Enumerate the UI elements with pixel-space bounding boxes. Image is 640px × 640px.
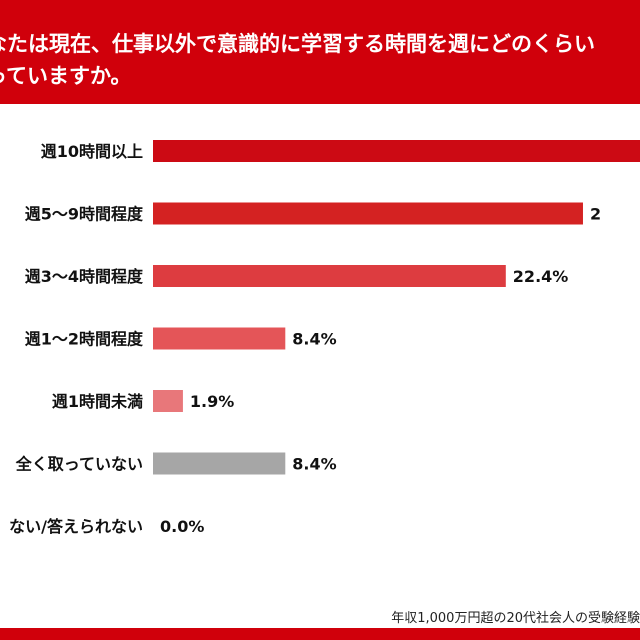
question-header: なたは現在、仕事以外で意識的に学習する時間を週にどのくらい っていますか。 bbox=[0, 0, 640, 104]
bar bbox=[153, 265, 506, 287]
value-label: 1.9% bbox=[190, 392, 234, 411]
value-label: 0.0% bbox=[160, 517, 204, 536]
value-label: 8.4% bbox=[292, 455, 336, 474]
bar bbox=[153, 452, 286, 475]
category-label: 全く取っていない bbox=[15, 455, 143, 474]
bar bbox=[153, 140, 640, 162]
question-title: なたは現在、仕事以外で意識的に学習する時間を週にどのくらい っていますか。 bbox=[0, 28, 640, 92]
question-title-line-1: なたは現在、仕事以外で意識的に学習する時間を週にどのくらい bbox=[0, 32, 595, 56]
category-label: ない/答えられない bbox=[9, 517, 143, 536]
bar bbox=[153, 202, 583, 225]
bar bbox=[153, 390, 183, 412]
source-footnote: 年収1,000万円超の20代社会人の受験経験に関 bbox=[391, 611, 640, 626]
category-label: 週1〜2時間程度 bbox=[25, 330, 144, 349]
value-label: 8.4% bbox=[292, 330, 336, 349]
category-label: 週5〜9時間程度 bbox=[25, 205, 144, 224]
question-title-line-2: っていますか。 bbox=[0, 64, 132, 88]
value-label: 22.4% bbox=[513, 267, 569, 286]
bar bbox=[153, 327, 286, 350]
category-label: 週10時間以上 bbox=[41, 142, 143, 161]
category-label: 週3〜4時間程度 bbox=[25, 267, 144, 286]
value-label: 2 bbox=[590, 205, 601, 224]
category-label: 週1時間未満 bbox=[52, 392, 143, 411]
footer-band bbox=[0, 628, 640, 640]
